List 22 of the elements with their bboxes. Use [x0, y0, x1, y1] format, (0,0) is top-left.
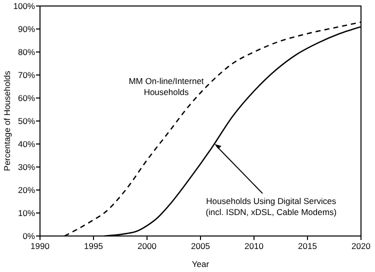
y-tick-label: 40% — [18, 139, 36, 149]
x-tick-label: 2005 — [191, 241, 210, 251]
y-tick-label: 90% — [18, 24, 36, 34]
series-label: MM On-line/Internet Households — [128, 76, 204, 98]
x-tick-label: 2000 — [138, 241, 157, 251]
y-tick-label: 50% — [18, 116, 36, 126]
y-axis-title: Percentage of Households — [2, 70, 12, 172]
y-tick-label: 20% — [18, 185, 36, 195]
y-tick-label: 100% — [13, 1, 36, 11]
y-tick-label: 30% — [18, 162, 36, 172]
y-tick-label: 0% — [22, 231, 36, 241]
x-tick-label: 2015 — [298, 241, 318, 251]
text: Households Using Digital Services (incl. ISDN, xDSL, Cable Modems) — [206, 196, 337, 217]
y-tick-label: 80% — [18, 47, 36, 57]
x-tick-label: 2010 — [244, 241, 264, 251]
x-tick-label: 1990 — [30, 241, 50, 251]
y-tick-label: 60% — [18, 93, 36, 103]
y-tick-label: 10% — [18, 208, 36, 218]
x-axis-title: Year — [192, 259, 210, 269]
x-tick-label: 2020 — [352, 241, 371, 251]
x-tick-label: 1995 — [84, 241, 104, 251]
y-tick-label: 70% — [18, 70, 36, 80]
